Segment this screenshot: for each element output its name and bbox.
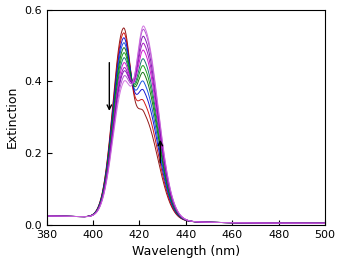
Y-axis label: Extinction: Extinction [5, 86, 18, 148]
X-axis label: Wavelength (nm): Wavelength (nm) [132, 246, 240, 258]
